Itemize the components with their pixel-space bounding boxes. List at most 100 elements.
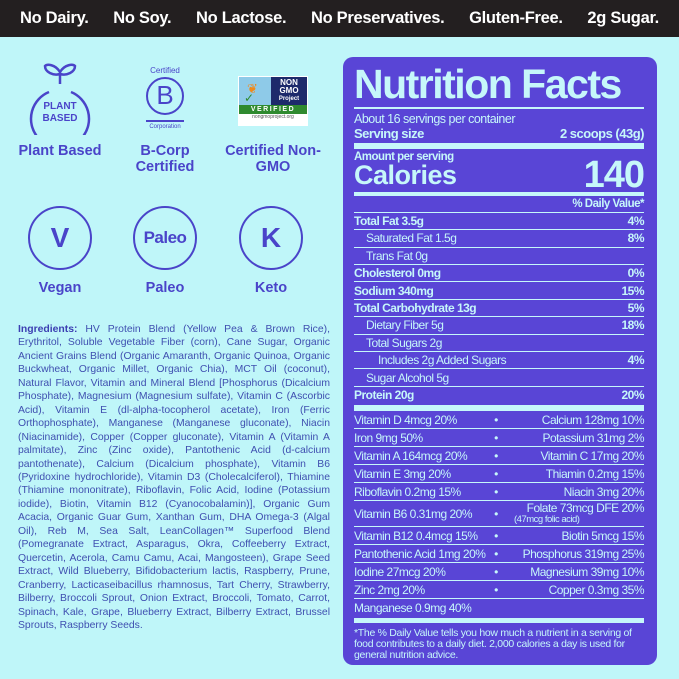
- nutrient-row: Sodium 340mg 15%: [354, 282, 644, 300]
- svg-text:BASED: BASED: [42, 113, 77, 124]
- keto-label: Keto: [254, 280, 288, 296]
- vitamin-row: Iron 9mg 50% • Potassium 31mg 2%: [354, 429, 644, 448]
- vitamin-row: Riboflavin 0.2mg 15% • Niacin 3mg 20%: [354, 483, 645, 502]
- daily-value-footnote: *The % Daily Value tells you how much a …: [354, 627, 632, 662]
- banner-claim: No Dairy.: [20, 9, 89, 27]
- keto-icon: K: [239, 206, 303, 270]
- nutrient-row: Cholesterol 0mg 0%: [354, 265, 645, 283]
- nutrition-title: Nutrition Facts: [354, 61, 622, 107]
- vitamin-right: Copper 0.3mg 35%: [548, 582, 645, 597]
- nutrient-dv: 4%: [627, 353, 645, 368]
- vitamin-right: Magnesium 39mg 10%: [530, 564, 644, 579]
- separator-dot: •: [494, 582, 498, 597]
- vitamin-row: Vitamin B6 0.31mg 20% • Folate 73mcg DFE 2…: [354, 501, 645, 528]
- banner-claim: No Lactose.: [196, 9, 287, 27]
- separator-dot: •: [494, 466, 498, 481]
- vitamin-right: Phosphorus 319mg 25%: [522, 546, 645, 561]
- vitamin-left: Vitamin B6 0.31mg 20%: [354, 506, 473, 521]
- vitamin-left: Vitamin E 3mg 20%: [354, 466, 451, 481]
- sprout-icon: PLANT BASED: [29, 63, 91, 135]
- vitamin-row: Vitamin A 164mcg 20% • Vitamin C 17mg 20%: [354, 447, 645, 466]
- separator-dot: •: [494, 564, 498, 579]
- separator-dot: •: [494, 546, 498, 561]
- nutrient-dv: 0%: [627, 266, 645, 281]
- nutrient-dv: 4%: [627, 214, 645, 229]
- separator-dot: •: [494, 484, 498, 499]
- calories-label: Calories: [354, 159, 457, 190]
- nutrient-row: Dietary Fiber 5g 18%: [354, 317, 644, 335]
- separator-dot: •: [494, 430, 498, 445]
- nutrient-dv: 15%: [621, 283, 644, 298]
- paleo-icon: Paleo: [133, 206, 197, 270]
- vitamin-row: Manganese 0.9mg 40%: [354, 599, 644, 617]
- nutrient-row: Protein 20g 20%: [354, 387, 644, 404]
- nutrient-label: Total Fat 3.5g: [354, 214, 424, 229]
- vitamin-left: Zinc 2mg 20%: [354, 582, 425, 597]
- nutrient-row: Sugar Alcohol 5g: [354, 369, 644, 387]
- vitamin-row: Vitamin B12 0.4mcg 15% • Biotin 5mcg 15%: [354, 527, 644, 546]
- nutrient-dv: 20%: [621, 388, 644, 403]
- nutrient-row: Saturated Fat 1.5g 8%: [354, 230, 645, 248]
- vitamin-right: Biotin 5mcg 15%: [561, 528, 644, 543]
- plant-based-label: Plant Based: [18, 143, 102, 159]
- nutrient-label: Saturated Fat 1.5g: [366, 231, 457, 246]
- svg-text:PLANT: PLANT: [43, 101, 76, 112]
- nutrient-dv: 8%: [627, 231, 645, 246]
- nutrient-label: Sugar Alcohol 5g: [366, 370, 449, 385]
- nutrient-row: Total Fat 3.5g 4%: [354, 213, 645, 231]
- non-gmo-logo: ❦ ✓ NON GMO Project VERIFIED nongmoprojec…: [238, 76, 308, 126]
- vitamin-left: Iron 9mg 50%: [354, 430, 423, 445]
- vitamin-left: Vitamin A 164mcg 20%: [354, 448, 468, 463]
- plant-based-icon: PLANT BASED: [29, 60, 91, 135]
- vegan-label: Vegan: [38, 280, 82, 296]
- nutrient-label: Cholesterol 0mg: [354, 266, 441, 281]
- banner-claim: No Soy.: [113, 9, 172, 27]
- vitamin-right: Niacin 3mg 20%: [563, 484, 645, 499]
- vitamin-row: Vitamin D 4mcg 20% • Calcium 128mg 10%: [354, 411, 645, 430]
- vitamin-left: Riboflavin 0.2mg 15%: [354, 484, 461, 499]
- vitamin-row: Zinc 2mg 20% • Copper 0.3mg 35%: [354, 581, 645, 600]
- nutrient-row: Total Sugars 2g: [354, 335, 644, 353]
- banner-claim: No Preservatives.: [310, 9, 445, 27]
- separator-dot: •: [494, 528, 498, 543]
- b-corp-logo: Certified B Corporation: [140, 66, 190, 132]
- nutrient-label: Total Sugars 2g: [366, 335, 442, 350]
- nutrient-label: Protein 20g: [354, 388, 414, 403]
- nutrient-dv: 5%: [627, 301, 645, 316]
- vitamin-row: Vitamin E 3mg 20% • Thiamin 0.2mg 15%: [354, 465, 645, 484]
- nutrient-label: Sodium 340mg: [354, 283, 434, 298]
- claims-banner: No Dairy. No Soy. No Lactose. No Preservati…: [0, 0, 679, 37]
- vitamin-left: Pantothenic Acid 1mg 20%: [354, 546, 486, 561]
- b-corp-label: B-Corp Certified: [135, 143, 195, 175]
- vitamin-right: Folate 73mcg DFE 20%: [526, 501, 645, 516]
- vitamin-right-sub: (47mcg folic acid): [514, 514, 580, 526]
- nutrient-label: Trans Fat 0g: [366, 248, 428, 263]
- banner-claim: 2g Sugar.: [587, 9, 659, 27]
- vitamin-row: Iodine 27mcg 20% • Magnesium 39mg 10%: [354, 563, 644, 582]
- separator-dot: •: [494, 506, 498, 521]
- separator-dot: •: [494, 448, 498, 463]
- non-gmo-label: Certified Non-GMO: [225, 143, 321, 175]
- nutrient-row: Total Carbohydrate 13g 5%: [354, 300, 645, 318]
- calories-value: 140: [583, 153, 645, 196]
- nutrient-label: Dietary Fiber 5g: [366, 318, 444, 333]
- vitamin-right: Calcium 128mg 10%: [541, 412, 645, 427]
- vitamin-right: Potassium 31mg 2%: [542, 430, 644, 445]
- banner-claim: Gluten-Free.: [469, 9, 563, 27]
- nutrition-facts-panel: Nutrition Facts About 16 servings per co…: [343, 57, 657, 665]
- butterfly-icon: ❦: [247, 81, 258, 96]
- vitamin-right: Vitamin C 17mg 20%: [540, 448, 645, 463]
- vitamin-left: Iodine 27mcg 20%: [354, 564, 446, 579]
- vitamin-left: Vitamin D 4mcg 20%: [354, 412, 457, 427]
- ingredients-list: Ingredients: HV Protein Blend (Yellow Pe…: [18, 324, 330, 631]
- nutrient-row: Includes 2g Added Sugars 4%: [354, 352, 645, 370]
- vegan-icon: V: [28, 206, 92, 270]
- nutrient-label: Total Carbohydrate 13g: [354, 301, 477, 316]
- nutrient-dv: 18%: [621, 318, 644, 333]
- nutrient-row: Trans Fat 0g: [354, 248, 644, 266]
- vitamin-left: Manganese 0.9mg 40%: [354, 601, 472, 616]
- paleo-label: Paleo: [145, 280, 185, 296]
- vitamin-row: Pantothenic Acid 1mg 20% • Phosphorus 319m…: [354, 545, 645, 564]
- ingredients-heading: Ingredients:: [18, 324, 78, 335]
- vitamin-right: Thiamin 0.2mg 15%: [545, 466, 645, 481]
